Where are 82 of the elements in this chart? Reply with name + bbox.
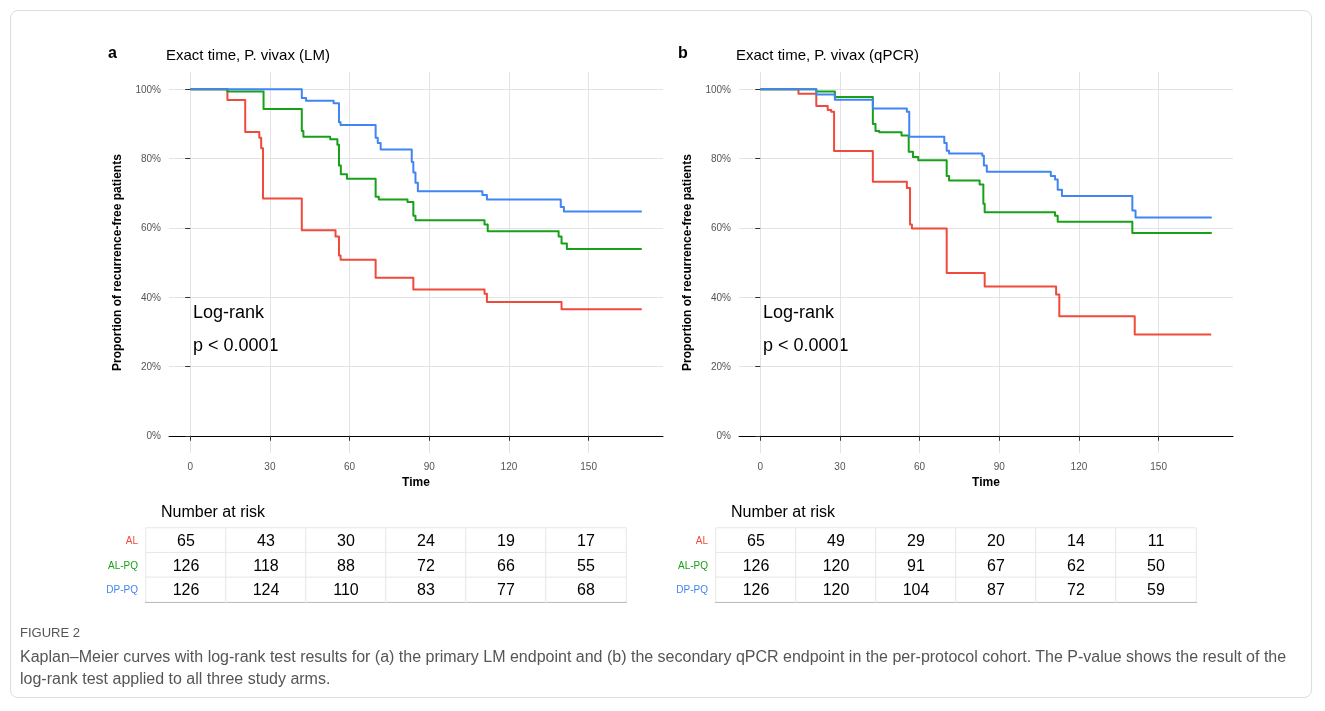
annotation: p < 0.0001 <box>193 335 279 355</box>
data-label: 19 <box>497 531 515 549</box>
x-tick-label: 120 <box>500 460 518 472</box>
data-label: 29 <box>907 531 925 549</box>
data-label: 91 <box>907 556 925 574</box>
y-axis-title: Proportion of recurrence-free patients <box>680 153 694 371</box>
data-label: 120 <box>822 556 850 574</box>
y-tick-label: AL-PQ <box>107 559 139 571</box>
data-label: 87 <box>987 581 1005 599</box>
data-label: 72 <box>417 556 435 574</box>
y-tick-label: DP-PQ <box>676 584 709 596</box>
y-tick-label: 100% <box>135 83 162 95</box>
data-label: 88 <box>337 556 355 574</box>
x-axis-title: Time <box>972 475 1001 489</box>
text: b <box>678 43 688 61</box>
x-tick-label: 150 <box>580 460 598 472</box>
data-label: 110 <box>333 581 359 599</box>
data-label: 126 <box>172 556 200 574</box>
y-tick-label: 60% <box>710 222 732 234</box>
y-tick-label: DP-PQ <box>106 584 139 596</box>
x-tick-label: 30 <box>834 460 846 472</box>
data-label: 118 <box>253 556 279 574</box>
x-tick-label: 0 <box>757 460 764 472</box>
x-tick-label: 90 <box>993 460 1006 472</box>
data-label: 104 <box>902 581 930 599</box>
data-label: 24 <box>417 531 435 549</box>
data-label: 59 <box>1147 581 1165 599</box>
y-tick-label: 100% <box>705 83 732 95</box>
data-label: 126 <box>172 581 200 599</box>
annotation: Log-rank <box>193 302 266 322</box>
chart-title: Number at risk <box>161 502 267 520</box>
data-label: 83 <box>417 581 435 599</box>
data-label: 126 <box>742 581 770 599</box>
y-tick-label: 80% <box>710 153 732 165</box>
data-label: 30 <box>337 531 355 549</box>
x-tick-label: 150 <box>1150 460 1168 472</box>
y-tick-label: 20% <box>140 360 162 372</box>
x-tick-label: 90 <box>423 460 436 472</box>
x-tick-label: 60 <box>914 460 926 472</box>
annotation: p < 0.0001 <box>763 335 849 355</box>
chart-title: Exact time, P. vivax (qPCR) <box>736 46 920 63</box>
y-tick-label: 0% <box>146 430 162 442</box>
y-tick-label: 0% <box>716 430 732 442</box>
data-label: 124 <box>252 581 280 599</box>
text: Kaplan–Meier curves with log-rank test results for (a) the primary LM endpoint and (b) the secondary qPCR endpoint in the per-protocol cohort. The P-value shows the result of the log-rank test applied to all three study arms. <box>20 647 1288 689</box>
data-label: 65 <box>747 531 765 549</box>
data-label: 68 <box>577 581 595 599</box>
x-tick-label: 120 <box>1070 460 1088 472</box>
data-label: 126 <box>742 556 770 574</box>
x-axis-title: Time <box>402 475 431 489</box>
y-tick-label: AL-PQ <box>677 559 709 571</box>
y-tick-label: 60% <box>140 222 162 234</box>
annotation: Log-rank <box>763 302 836 322</box>
data-label: 77 <box>497 581 515 599</box>
y-axis-title: Proportion of recurrence-free patients <box>110 153 124 371</box>
data-label: 11 <box>1147 531 1165 549</box>
y-tick-label: 40% <box>710 291 732 303</box>
chart-title: Exact time, P. vivax (LM) <box>166 46 330 63</box>
data-label: 62 <box>1067 556 1085 574</box>
x-tick-label: 0 <box>187 460 194 472</box>
data-label: 20 <box>987 531 1005 549</box>
x-tick-label: 30 <box>264 460 276 472</box>
x-tick-label: 60 <box>344 460 356 472</box>
y-tick-label: AL <box>125 534 139 546</box>
data-label: 65 <box>177 531 195 549</box>
y-tick-label: AL <box>695 534 709 546</box>
y-tick-label: 40% <box>140 291 162 303</box>
caption: FIGURE 2 <box>20 625 80 640</box>
data-label: 49 <box>827 531 845 549</box>
chart-title: Number at risk <box>731 502 837 520</box>
data-label: 17 <box>577 531 595 549</box>
text: a <box>108 43 117 61</box>
data-label: 120 <box>822 581 850 599</box>
data-label: 14 <box>1067 531 1085 549</box>
y-tick-label: 80% <box>140 153 162 165</box>
data-label: 67 <box>987 556 1005 574</box>
data-label: 66 <box>497 556 515 574</box>
data-label: 50 <box>1147 556 1165 574</box>
data-label: 72 <box>1067 581 1085 599</box>
data-label: 43 <box>257 531 275 549</box>
data-label: 55 <box>577 556 595 574</box>
y-tick-label: 20% <box>710 360 732 372</box>
